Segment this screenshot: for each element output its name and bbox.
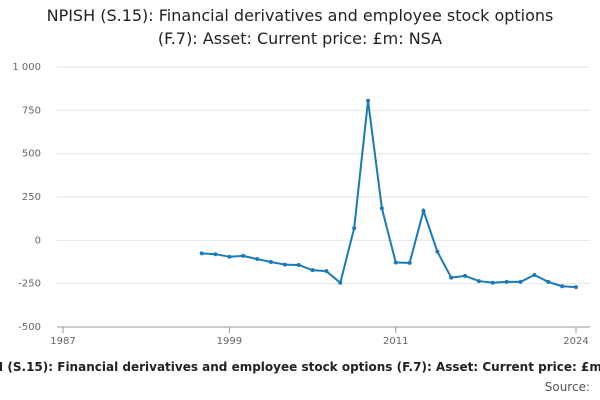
- point: [463, 273, 468, 278]
- y-tick-label: 1 000: [12, 62, 41, 73]
- point: [532, 273, 537, 277]
- y-tick-label: -250: [18, 279, 41, 290]
- caption: NPISH (S.15): Financial derivatives and …: [0, 360, 600, 374]
- y-tick-label: 750: [22, 105, 41, 116]
- point: [546, 279, 551, 284]
- x-tick-label: 2024: [563, 336, 588, 347]
- point: [476, 279, 481, 284]
- x-tick-label: 2011: [383, 336, 408, 347]
- point: [490, 280, 495, 285]
- point: [449, 275, 454, 280]
- y-tick-label: 250: [22, 192, 41, 203]
- point: [241, 253, 246, 258]
- chart-title: NPISH (S.15): Financial derivatives and …: [46, 6, 554, 48]
- point: [504, 279, 509, 284]
- point: [435, 249, 440, 254]
- point: [407, 260, 412, 265]
- point: [560, 284, 565, 289]
- y-tick-label: 500: [22, 149, 41, 160]
- point: [338, 280, 343, 285]
- caption-text: NPISH (S.15): Financial derivatives and …: [0, 360, 600, 374]
- point: [379, 206, 384, 211]
- point: [574, 285, 578, 290]
- point: [310, 268, 315, 273]
- point: [393, 260, 398, 265]
- point: [352, 226, 357, 231]
- point: [421, 208, 426, 213]
- x-tick-label: 1987: [50, 336, 75, 347]
- point: [227, 254, 232, 259]
- point: [282, 262, 287, 267]
- point: [213, 252, 218, 257]
- point: [366, 98, 371, 103]
- point: [268, 260, 273, 264]
- point: [296, 262, 301, 267]
- y-tick-label: 0: [35, 235, 41, 246]
- line: [201, 100, 577, 289]
- x-tick-label: 1999: [217, 336, 242, 347]
- point: [199, 251, 204, 256]
- point: [255, 257, 260, 262]
- source: Source:: [544, 380, 590, 394]
- point: [324, 269, 329, 274]
- point: [518, 279, 523, 284]
- y-tick-label: -500: [18, 322, 41, 333]
